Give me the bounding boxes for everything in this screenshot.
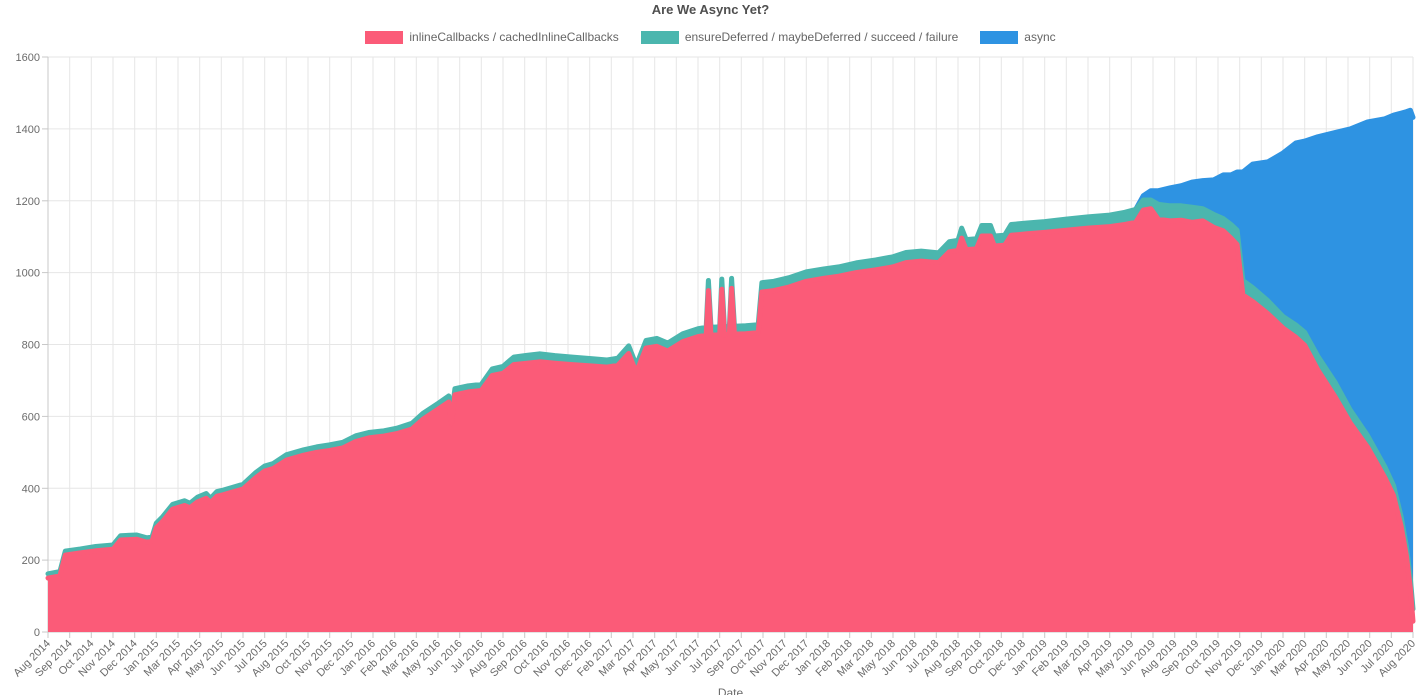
svg-text:1000: 1000 xyxy=(16,268,40,280)
svg-text:1200: 1200 xyxy=(16,196,40,208)
svg-text:0: 0 xyxy=(34,627,40,639)
svg-text:1600: 1600 xyxy=(16,52,40,64)
legend-swatch-ensuredeferred xyxy=(640,30,679,44)
svg-text:600: 600 xyxy=(22,411,40,423)
edge-async xyxy=(1133,107,1416,212)
chart-title: Are We Async Yet? xyxy=(651,2,770,17)
legend-label-ensuredeferred: ensureDeferred / maybeDeferred / succeed… xyxy=(684,30,959,44)
x-axis-title: Date xyxy=(718,686,744,695)
legend-item-inlinecallbacks[interactable]: inlineCallbacks / cachedInlineCallbacks xyxy=(365,30,619,44)
area-inlinecallbacks xyxy=(48,208,1413,632)
legend-swatch-inlinecallbacks xyxy=(365,30,404,44)
svg-text:800: 800 xyxy=(22,340,40,352)
legend-item-async[interactable]: async xyxy=(980,30,1056,44)
edge-inlinecallbacks xyxy=(45,206,1416,624)
svg-text:200: 200 xyxy=(22,555,40,567)
legend-item-ensuredeferred[interactable]: ensureDeferred / maybeDeferred / succeed… xyxy=(640,30,959,44)
legend-label-inlinecallbacks: inlineCallbacks / cachedInlineCallbacks xyxy=(409,30,619,44)
legend-swatch-async xyxy=(980,30,1019,44)
y-axis-labels: 0 200 400 600 800 1000 1200 1400 1600 xyxy=(16,52,40,639)
svg-text:400: 400 xyxy=(22,483,40,495)
legend: inlineCallbacks / cachedInlineCallbacks … xyxy=(0,30,1421,44)
legend-label-async: async xyxy=(1024,30,1056,44)
svg-text:1400: 1400 xyxy=(16,124,40,136)
series-areas xyxy=(45,107,1416,632)
